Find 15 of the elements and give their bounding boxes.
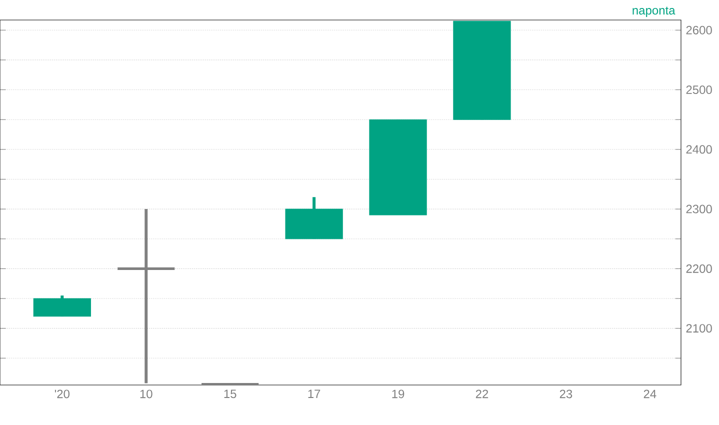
y-tick-label: 2400 xyxy=(686,145,712,154)
x-tick-label: 15 xyxy=(224,390,236,398)
y-tick-label: 2100 xyxy=(686,324,712,333)
x-tick-label: 10 xyxy=(140,390,152,398)
y-tick-label: 2600 xyxy=(686,26,712,34)
x-tick-label: 17 xyxy=(308,390,320,398)
x-tick-label: '20 xyxy=(54,390,70,398)
x-tick-label: 24 xyxy=(644,390,656,398)
y-tick-label: 2300 xyxy=(686,204,712,214)
x-tick-label: 23 xyxy=(560,390,572,398)
y-tick-label: 2200 xyxy=(686,264,712,273)
y-tick-label: 2500 xyxy=(686,86,712,94)
x-tick-label: 19 xyxy=(392,390,404,398)
text: naponta xyxy=(632,6,676,17)
x-tick-label: 22 xyxy=(476,390,488,398)
